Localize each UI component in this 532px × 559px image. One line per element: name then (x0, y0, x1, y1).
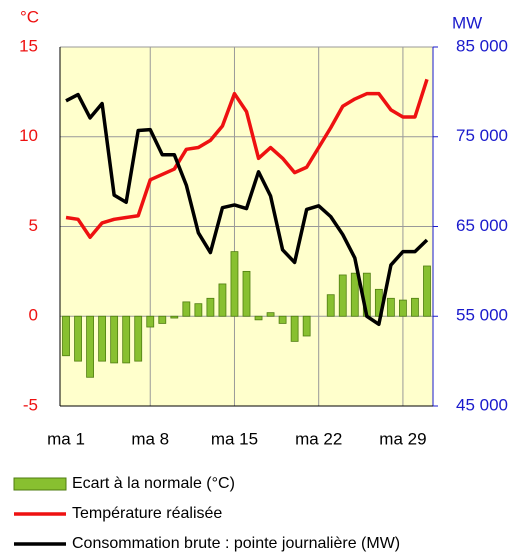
bar (411, 297, 419, 317)
y-tick-label: 0 (29, 306, 38, 325)
bar (134, 315, 143, 362)
x-tick-label: ma 15 (211, 429, 258, 448)
bar (230, 251, 239, 317)
x-tick-label: ma 1 (47, 429, 85, 448)
legend-label: Ecart à la normale (°C) (72, 475, 235, 492)
bar (170, 315, 179, 319)
y2-tick-label: 65 000 (456, 216, 508, 235)
y-tick-label: 10 (19, 126, 38, 145)
bar (326, 294, 335, 317)
bar (86, 315, 94, 378)
bar (206, 297, 215, 317)
bar (254, 315, 263, 321)
y-tick-label: -5 (23, 395, 38, 414)
legend-swatch (13, 477, 67, 491)
y2-tick-label: 75 000 (456, 126, 508, 145)
y-unit: °C (20, 7, 39, 26)
bar (338, 274, 347, 317)
legend-label: Température réalisée (72, 505, 222, 522)
bar (62, 315, 70, 357)
y-tick-label: 5 (29, 216, 38, 235)
bar (218, 283, 227, 317)
x-tick-label: ma 29 (379, 429, 426, 448)
y-tick-label: 15 (19, 36, 38, 55)
bar (122, 315, 131, 364)
bar (182, 301, 191, 317)
bar (290, 315, 299, 342)
bar (423, 265, 431, 317)
bar (146, 315, 155, 328)
bar (98, 315, 107, 362)
bar (350, 272, 359, 317)
x-tick-label: ma 22 (295, 429, 342, 448)
x-tick-label: ma 8 (131, 429, 169, 448)
line (65, 78, 429, 240)
y2-tick-label: 55 000 (456, 306, 508, 325)
bar (386, 297, 395, 317)
bar (302, 315, 311, 337)
y2-tick-label: 85 000 (456, 36, 508, 55)
bar (278, 315, 287, 324)
line (65, 92, 429, 327)
bar (266, 312, 275, 317)
y2-tick-label: 45 000 (456, 395, 508, 414)
y2-unit: MW (452, 13, 482, 32)
bar (399, 299, 407, 317)
bar (242, 270, 251, 317)
bar (110, 315, 119, 364)
bar (158, 315, 167, 324)
bar (74, 315, 82, 362)
bar (194, 303, 203, 317)
legend-label: Consommation brute : pointe journalière … (72, 535, 400, 552)
